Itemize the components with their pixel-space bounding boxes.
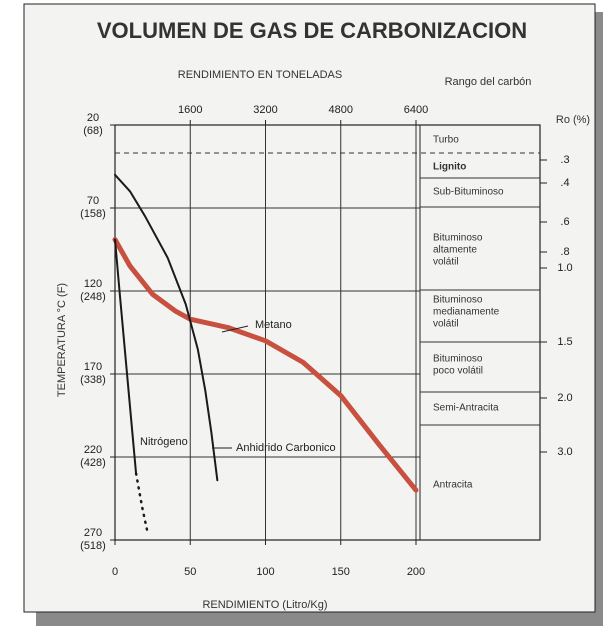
series-label: Anhidrido Carbonico	[236, 442, 336, 454]
x2-tick-label: 3200	[253, 104, 277, 116]
x2-tick-label: 1600	[178, 104, 202, 116]
x-tick-label: 100	[256, 566, 274, 578]
x2-axis-label: RENDIMIENTO EN TONELADAS	[178, 69, 342, 81]
frame-shadow	[595, 12, 603, 626]
y-tick-label-f: (248)	[80, 291, 106, 303]
y2-tick-label: .6	[560, 216, 569, 228]
y-tick-label: 170	[84, 361, 102, 373]
x-tick-label: 0	[112, 566, 118, 578]
rank-axis-label: Rango del carbón	[445, 76, 532, 88]
plot-frame	[114, 124, 541, 541]
coal-rank-label: Bituminoso	[433, 295, 483, 306]
y2-tick-label: .8	[560, 246, 569, 258]
x2-tick-label: 6400	[404, 104, 428, 116]
y2-tick-label: .3	[560, 154, 569, 166]
y-tick-label-f: (338)	[80, 374, 106, 386]
coal-rank-label: Sub-Bituminoso	[433, 187, 504, 198]
y2-tick-label: 1.5	[557, 336, 572, 348]
series-label: Nitrógeno	[140, 436, 188, 448]
y-tick-label: 270	[84, 527, 102, 539]
coal-rank-label: Semi-Antracita	[433, 403, 499, 414]
x-tick-label: 150	[332, 566, 350, 578]
coal-rank-label: poco volátil	[433, 366, 483, 377]
y2-tick-label: 3.0	[557, 446, 572, 458]
coal-rank-label: altamente	[433, 245, 477, 256]
y2-tick-label: 2.0	[557, 392, 572, 404]
coal-rank-label: medianamente	[433, 307, 500, 318]
coal-rank-label: Lignito	[433, 162, 466, 173]
frame-shadow	[36, 612, 601, 626]
x-tick-label: 200	[407, 566, 425, 578]
series-line	[114, 238, 138, 475]
series-line	[114, 173, 219, 482]
x-tick-label: 50	[184, 566, 196, 578]
label-leader	[221, 325, 249, 333]
frame	[23, 3, 596, 613]
chart-title: VOLUMEN DE GAS DE CARBONIZACION	[97, 18, 527, 43]
y2-axis-label: Ro (%)	[556, 114, 590, 126]
y-tick-label-f: (68)	[83, 125, 103, 137]
x-axis-label: RENDIMIENTO (Litro/Kg)	[202, 599, 327, 611]
coal-rank-label: volátil	[433, 257, 459, 268]
y2-tick-label: 1.0	[557, 262, 572, 274]
x2-tick-label: 4800	[329, 104, 353, 116]
coal-rank-label: volátil	[433, 319, 459, 330]
series-label: Metano	[255, 319, 292, 331]
series-line	[112, 237, 419, 493]
y-tick-label: 220	[84, 444, 102, 456]
y-tick-label: 70	[87, 195, 99, 207]
y-tick-label-f: (158)	[80, 208, 106, 220]
coal-rank-label: Bituminoso	[433, 233, 483, 244]
y-axis-label: TEMPERATURA °C (F)	[56, 283, 68, 397]
y-tick-label-f: (518)	[80, 540, 106, 552]
y-tick-label-f: (428)	[80, 457, 106, 469]
coal-rank-label: Bituminoso	[433, 354, 483, 365]
y2-tick-label: .4	[560, 177, 569, 189]
coal-rank-label: Antracita	[433, 480, 473, 491]
coal-rank-label: Turbo	[433, 135, 459, 146]
y-tick-label: 120	[84, 278, 102, 290]
y-tick-label: 20	[87, 112, 99, 124]
